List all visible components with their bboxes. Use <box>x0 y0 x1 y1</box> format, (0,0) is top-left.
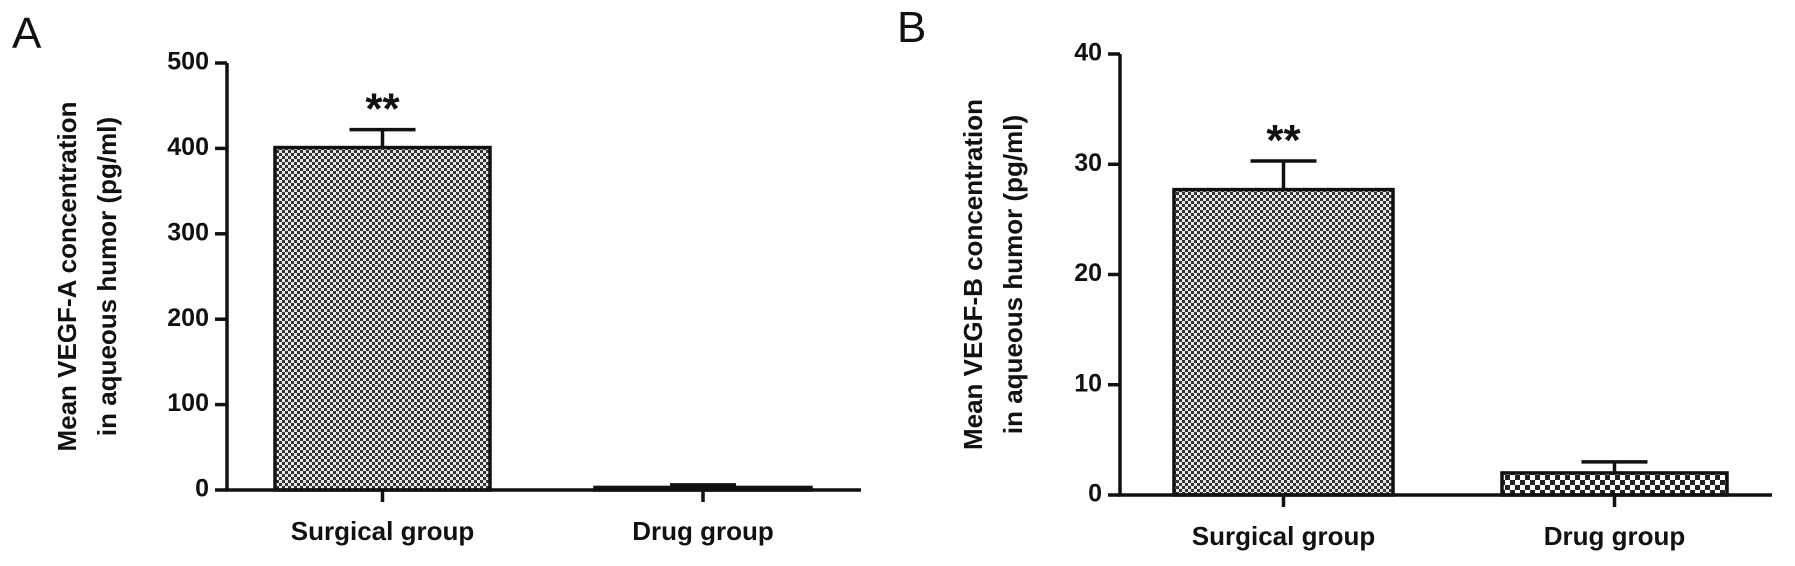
bar <box>1172 187 1395 497</box>
x-tick-label: Surgical group <box>1192 521 1375 551</box>
x-tick-label: Drug group <box>1544 521 1686 551</box>
significance-label: ** <box>365 85 400 134</box>
y-axis-label: Mean VEGF-B concentration <box>958 99 988 450</box>
x-tick-label: Surgical group <box>291 516 474 546</box>
y-axis-label: in aqueous humor (pg/ml) <box>998 115 1028 434</box>
bar <box>273 145 492 492</box>
y-axis-label: in aqueous humor (pg/ml) <box>92 117 122 436</box>
y-tick-label: 10 <box>1074 369 1102 397</box>
y-tick-label: 0 <box>195 475 209 503</box>
y-tick-label: 500 <box>167 48 209 76</box>
y-tick-label: 40 <box>1074 39 1102 67</box>
y-tick-label: 200 <box>167 304 209 332</box>
panel-label: A <box>12 9 42 58</box>
significance-label: ** <box>1266 116 1301 165</box>
panel-label: B <box>897 3 926 52</box>
x-tick-label: Drug group <box>632 516 774 546</box>
y-tick-label: 0 <box>1088 480 1102 508</box>
y-tick-label: 30 <box>1074 149 1102 177</box>
bar <box>1500 471 1729 497</box>
y-axis-label: Mean VEGF-A concentration <box>52 101 82 451</box>
y-tick-label: 20 <box>1074 259 1102 287</box>
y-tick-label: 400 <box>167 133 209 161</box>
y-tick-label: 300 <box>167 218 209 246</box>
y-tick-label: 100 <box>167 389 209 417</box>
